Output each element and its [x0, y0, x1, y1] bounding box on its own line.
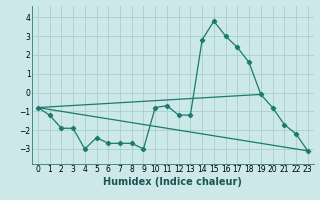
X-axis label: Humidex (Indice chaleur): Humidex (Indice chaleur): [103, 177, 242, 187]
